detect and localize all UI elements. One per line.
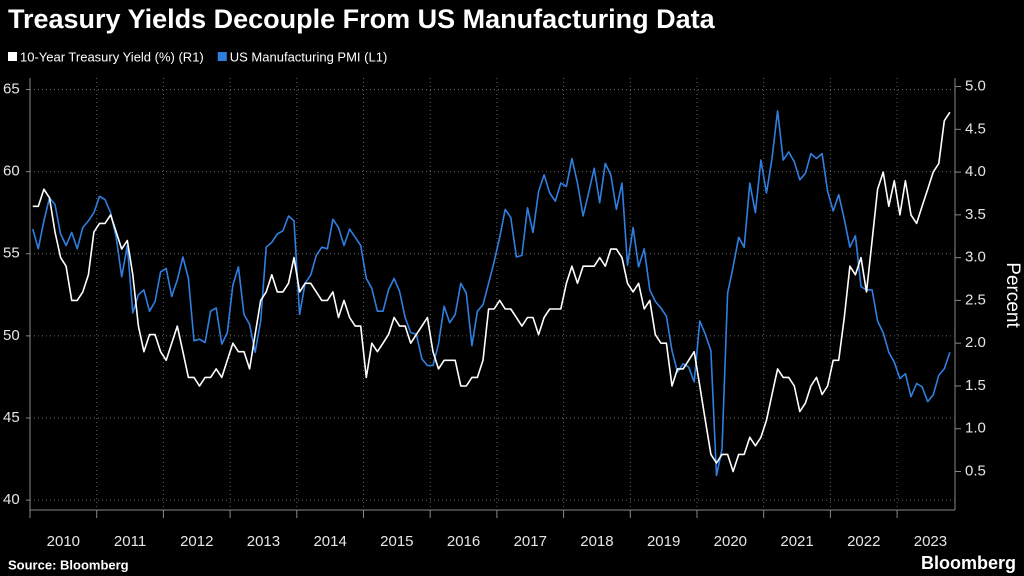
y2-tick-label: 5.0: [965, 78, 986, 95]
y2-tick-label: 3.0: [965, 249, 986, 266]
y2-axis-label: Percent: [1002, 262, 1023, 328]
y-tick-label: 65: [3, 80, 20, 97]
x-tick-label: 2012: [180, 533, 213, 550]
y-tick-label: 50: [3, 327, 20, 344]
legend-label: US Manufacturing PMI (L1): [230, 49, 388, 64]
legend-label: 10-Year Treasury Yield (%) (R1): [20, 49, 204, 64]
x-tick-label: 2023: [914, 533, 947, 550]
x-tick-label: 2010: [47, 533, 80, 550]
y2-tick-label: 4.5: [965, 120, 986, 137]
x-tick-label: 2013: [247, 533, 280, 550]
y2-tick-label: 3.5: [965, 206, 986, 223]
source: Source: Bloomberg: [8, 557, 129, 572]
legend: 10-Year Treasury Yield (%) (R1) US Manufa…: [8, 49, 387, 64]
x-tick-label: 2019: [647, 533, 680, 550]
y-tick-label: 60: [3, 163, 20, 180]
y2-tick-label: 1.5: [965, 377, 986, 394]
x-tick-label: 2016: [447, 533, 480, 550]
x-tick-label: 2015: [380, 533, 413, 550]
y2-tick-label: 0.5: [965, 462, 986, 479]
x-tick-label: 2021: [780, 533, 813, 550]
y2-tick-label: 2.0: [965, 334, 986, 351]
y2-tick-label: 4.0: [965, 163, 986, 180]
x-tick-label: 2017: [514, 533, 547, 550]
chart-title: Treasury Yields Decouple From US Manufac…: [8, 4, 716, 34]
x-tick-label: 2011: [114, 533, 146, 550]
y2-tick-label: 2.5: [965, 291, 986, 308]
x-tick-label: 2020: [714, 533, 747, 550]
series-line: [32, 110, 951, 477]
x-tick-label: 2022: [847, 533, 880, 550]
brand: Bloomberg: [921, 553, 1016, 573]
series-line: [32, 111, 951, 473]
x-tick-label: 2014: [313, 533, 346, 550]
y2-tick-label: 1.0: [965, 420, 986, 437]
legend-swatch: [8, 52, 17, 61]
y-tick-label: 45: [3, 409, 20, 426]
y-tick-label: 40: [3, 491, 20, 508]
legend-swatch: [217, 52, 227, 61]
y-tick-label: 55: [3, 245, 20, 262]
x-tick-label: 2018: [580, 533, 613, 550]
